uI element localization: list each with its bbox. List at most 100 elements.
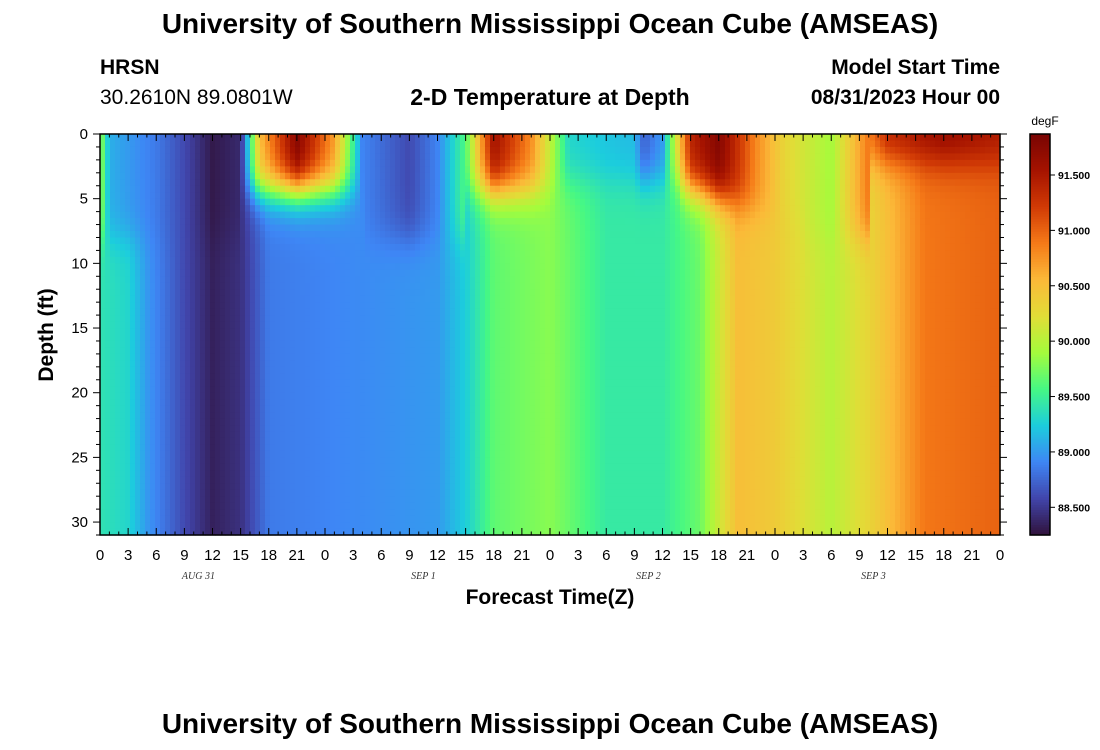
- heatmap-cell: [410, 496, 416, 504]
- heatmap-cell: [315, 431, 321, 439]
- heatmap-cell: [325, 146, 331, 155]
- heatmap-cell: [155, 476, 161, 484]
- heatmap-cell: [280, 463, 286, 471]
- heatmap-cell: [390, 405, 396, 413]
- heatmap-cell: [405, 140, 411, 148]
- heatmap-cell: [100, 153, 106, 161]
- heatmap-cell: [435, 463, 441, 471]
- heatmap-cell: [300, 489, 306, 497]
- heatmap-cell: [455, 425, 461, 433]
- heatmap-cell: [425, 134, 431, 142]
- heatmap-cell: [185, 315, 191, 323]
- heatmap-cell: [405, 269, 411, 277]
- heatmap-cell: [410, 437, 416, 446]
- heatmap-cell: [355, 444, 361, 452]
- heatmap-cell: [110, 431, 116, 439]
- heatmap-cell: [100, 218, 106, 226]
- heatmap-cell: [205, 340, 211, 349]
- heatmap-cell: [295, 263, 301, 271]
- heatmap-cell: [255, 153, 261, 161]
- heatmap-cell: [395, 334, 401, 342]
- heatmap-cell: [190, 412, 196, 420]
- heatmap-cell: [450, 386, 456, 394]
- heatmap-cell: [150, 243, 156, 252]
- heatmap-cell: [390, 159, 396, 167]
- heatmap-cell: [370, 340, 376, 349]
- heatmap-cell: [370, 198, 376, 206]
- heatmap-cell: [435, 140, 441, 148]
- heatmap-cell: [320, 289, 326, 297]
- heatmap-cell: [455, 528, 461, 536]
- heatmap-cell: [390, 166, 396, 174]
- heatmap-cell: [250, 302, 256, 310]
- heatmap-cell: [460, 470, 466, 478]
- heatmap-cell: [100, 321, 106, 329]
- heatmap-cell: [190, 528, 196, 536]
- heatmap-cell: [275, 483, 281, 491]
- heatmap-cell: [255, 353, 261, 361]
- heatmap-cell: [390, 470, 396, 478]
- heatmap-cell: [395, 340, 401, 349]
- heatmap-cell: [325, 366, 331, 374]
- heatmap-cell: [135, 172, 141, 180]
- heatmap-cell: [135, 431, 141, 439]
- heatmap-cell: [470, 289, 476, 297]
- heatmap-cell: [420, 256, 426, 264]
- heatmap-cell: [170, 366, 176, 374]
- heatmap-cell: [500, 146, 506, 155]
- heatmap-cell: [470, 509, 476, 517]
- heatmap-cell: [215, 282, 221, 290]
- heatmap-cell: [180, 334, 186, 342]
- heatmap-cell: [105, 425, 111, 433]
- heatmap-cell: [480, 509, 486, 517]
- heatmap-cell: [485, 412, 491, 420]
- heatmap-cell: [380, 379, 386, 387]
- heatmap-cell: [475, 418, 481, 426]
- heatmap-cell: [265, 457, 271, 465]
- heatmap-cell: [355, 437, 361, 446]
- heatmap-cell: [100, 205, 106, 213]
- heatmap-cell: [160, 457, 166, 465]
- heatmap-cell: [250, 360, 256, 368]
- heatmap-cell: [490, 276, 496, 284]
- heatmap-cell: [355, 457, 361, 465]
- heatmap-cell: [385, 146, 391, 155]
- heatmap-cell: [470, 263, 476, 271]
- heatmap-cell: [185, 179, 191, 187]
- heatmap-cell: [260, 276, 266, 284]
- heatmap-cell: [370, 211, 376, 219]
- heatmap-cell: [200, 302, 206, 310]
- heatmap-cell: [125, 425, 131, 433]
- heatmap-cell: [390, 360, 396, 368]
- heatmap-cell: [145, 231, 151, 239]
- heatmap-cell: [340, 450, 346, 458]
- heatmap-cell: [390, 515, 396, 523]
- heatmap-cell: [235, 347, 241, 355]
- heatmap-cell: [170, 334, 176, 342]
- heatmap-cell: [455, 140, 461, 148]
- heatmap-cell: [145, 470, 151, 478]
- heatmap-cell: [325, 282, 331, 290]
- heatmap-cell: [360, 522, 366, 530]
- heatmap-cell: [495, 431, 501, 439]
- heatmap-cell: [460, 392, 466, 400]
- heatmap-cell: [100, 315, 106, 323]
- heatmap-cell: [135, 489, 141, 497]
- heatmap-cell: [250, 263, 256, 271]
- heatmap-cell: [165, 340, 171, 349]
- heatmap-cell: [255, 412, 261, 420]
- heatmap-cell: [190, 153, 196, 161]
- heatmap-cell: [480, 450, 486, 458]
- heatmap-cell: [240, 250, 246, 258]
- heatmap-cell: [270, 502, 276, 510]
- heatmap-cell: [145, 444, 151, 452]
- heatmap-cell: [145, 224, 151, 232]
- heatmap-cell: [395, 444, 401, 452]
- heatmap-cell: [290, 425, 296, 433]
- heatmap-cell: [335, 315, 341, 323]
- heatmap-cell: [405, 166, 411, 174]
- heatmap-cell: [295, 489, 301, 497]
- heatmap-cell: [245, 412, 251, 420]
- heatmap-cell: [100, 159, 106, 167]
- heatmap-cell: [440, 295, 446, 303]
